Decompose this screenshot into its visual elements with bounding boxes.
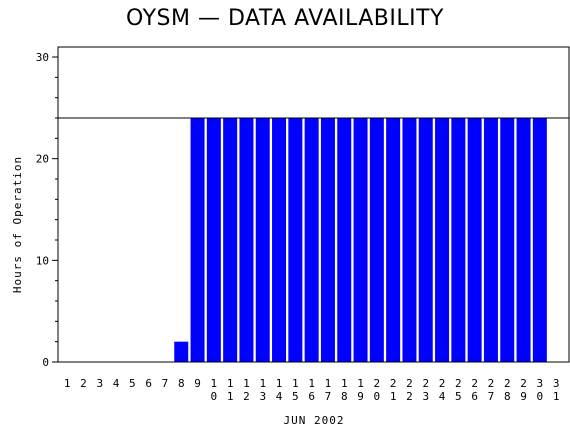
y-tick-label: 30 (36, 51, 49, 64)
bar-day-12 (239, 118, 254, 362)
bar-day-29 (516, 118, 531, 362)
bar-day-11 (223, 118, 238, 362)
y-tick-label: 20 (36, 153, 49, 166)
x-tick-label-4: 4 (113, 377, 120, 390)
bar-day-21 (386, 118, 401, 362)
bar-day-9 (190, 118, 205, 362)
bar-day-27 (483, 118, 498, 362)
bar-day-22 (402, 118, 417, 362)
x-axis-label: JUN 2002 (284, 414, 345, 427)
bar-day-26 (467, 118, 482, 362)
x-tick-label-3: 3 (96, 377, 103, 390)
bar-day-17 (320, 118, 335, 362)
bar-day-30 (532, 118, 547, 362)
bar-day-19 (353, 118, 368, 362)
plot-frame (57, 46, 570, 363)
bar-day-8 (174, 341, 189, 362)
y-tick-label: 0 (42, 356, 49, 369)
x-tick-label-2: 2 (80, 377, 87, 390)
bar-day-23 (418, 118, 433, 362)
x-tick-label-9: 9 (194, 377, 201, 390)
y-tick-label: 10 (36, 254, 49, 267)
y-axis-label: Hours of Operation (11, 156, 24, 293)
bar-day-25 (451, 118, 466, 362)
x-tick-label-7: 7 (162, 377, 169, 390)
bar-day-18 (337, 118, 352, 362)
x-tick-label-1: 1 (64, 377, 71, 390)
bar-day-16 (304, 118, 319, 362)
bar-day-24 (435, 118, 450, 362)
bar-day-28 (500, 118, 515, 362)
bar-day-14 (272, 118, 287, 362)
bar-day-20 (369, 118, 384, 362)
bar-day-13 (255, 118, 270, 362)
x-tick-label-5: 5 (129, 377, 136, 390)
x-tick-label-8: 8 (178, 377, 185, 390)
chart-title: OYSM — DATA AVAILABILITY (126, 6, 444, 31)
bar-day-10 (206, 118, 221, 362)
bar-day-15 (288, 118, 303, 362)
x-tick-label-6: 6 (145, 377, 152, 390)
